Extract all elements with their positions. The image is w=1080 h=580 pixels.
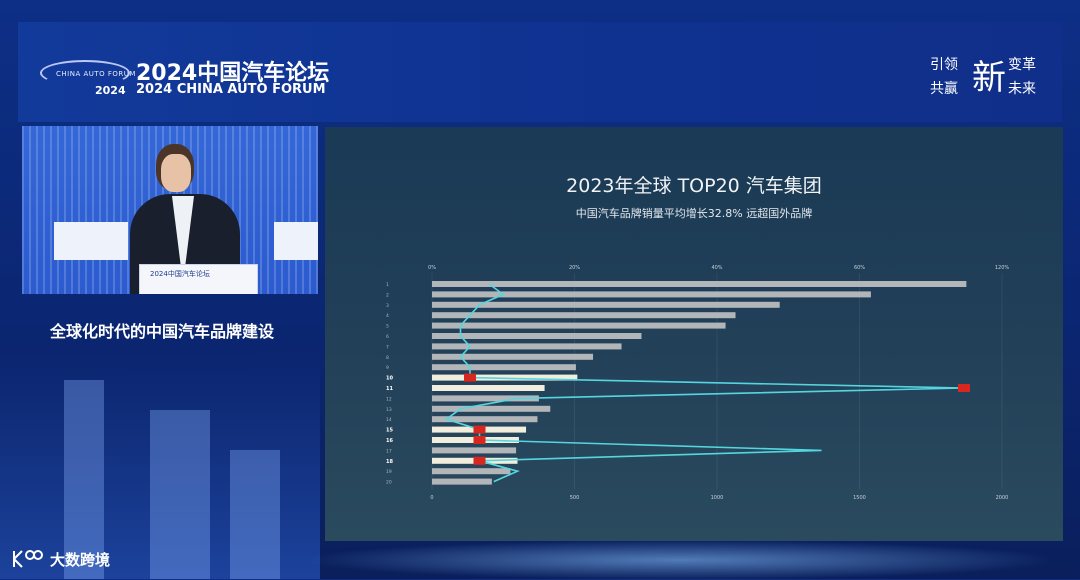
bar <box>432 281 967 287</box>
bar <box>432 478 492 485</box>
chinese-brand-marker <box>473 436 486 444</box>
bar <box>432 405 551 412</box>
forum-logo-icon <box>40 60 130 86</box>
city-skyline-graphic <box>0 350 320 579</box>
category-label: 10 <box>386 376 393 382</box>
bar <box>432 333 642 339</box>
forum-logo-text: CHINA AUTO FORUM <box>56 70 136 78</box>
chinese-brand-marker <box>473 456 486 465</box>
bottom-axis-tick: 0 <box>430 495 433 501</box>
bottom-axis-tick: 1000 <box>711 495 724 501</box>
top-axis-tick: 60% <box>854 265 865 271</box>
bar <box>432 353 594 360</box>
slogan-lead-1: 引领 <box>930 57 958 73</box>
category-label: 1 <box>386 282 389 288</box>
stage-glow <box>300 540 1060 580</box>
bar <box>432 312 736 319</box>
forum-slogan: 引领 新 变革 共赢 未来 <box>930 50 1050 100</box>
slogan-trail-1: 变革 <box>1008 57 1036 73</box>
podium: 2024中国汽车论坛 <box>139 264 258 294</box>
category-label: 3 <box>386 303 389 309</box>
forum-logo-year: 2024 <box>95 84 126 97</box>
bar <box>432 322 726 329</box>
bar <box>432 416 538 423</box>
category-label: 9 <box>386 365 389 371</box>
bottom-axis-tick: 500 <box>570 495 580 501</box>
bottom-axis-tick: 1500 <box>853 495 866 501</box>
category-label: 6 <box>386 334 389 340</box>
category-label: 8 <box>386 355 389 361</box>
category-label: 15 <box>386 428 393 434</box>
forum-title-en: 2024 CHINA AUTO FORUM <box>136 82 326 97</box>
top-axis-tick: 0% <box>428 265 436 271</box>
forum-title-cn: 2024中国汽车论坛 <box>136 61 330 86</box>
bar <box>432 468 511 475</box>
category-label: 18 <box>386 459 393 465</box>
category-label: 13 <box>386 407 392 413</box>
category-label: 19 <box>386 469 392 475</box>
forum-header-band <box>18 22 1062 122</box>
chinese-brand-marker <box>464 373 476 382</box>
slogan-lead-2: 共赢 <box>930 81 958 97</box>
speaker-video-panel: 2024中国汽车论坛 <box>22 126 318 294</box>
category-label: 14 <box>386 417 392 423</box>
category-label: 7 <box>386 344 389 350</box>
category-label: 12 <box>386 396 392 402</box>
category-label: 16 <box>386 438 393 444</box>
bar <box>432 447 517 454</box>
slogan-trail-2: 未来 <box>1008 81 1036 97</box>
bottom-axis-tick: 2000 <box>996 495 1009 501</box>
chinese-brand-marker <box>473 425 486 434</box>
podium-label: 2024中国汽车论坛 <box>150 270 210 278</box>
speaker-face <box>161 154 191 192</box>
category-label: 11 <box>386 386 393 392</box>
talk-title: 全球化时代的中国汽车品牌建设 <box>50 322 275 341</box>
sponsor-logo-left <box>54 222 128 260</box>
tower-1 <box>64 380 104 579</box>
watermark-text: 大数跨境 <box>50 551 111 569</box>
sponsor-logo-right <box>274 222 318 260</box>
slogan-center-character: 新 <box>972 58 1006 98</box>
category-label: 20 <box>386 480 392 486</box>
bar <box>432 385 545 391</box>
category-label: 2 <box>386 292 389 298</box>
bar <box>432 291 871 298</box>
bar <box>432 395 539 402</box>
top-axis-tick: 20% <box>569 265 580 271</box>
tower-3 <box>230 450 280 579</box>
chinese-brand-marker <box>958 384 970 392</box>
watermark-logo-icon <box>13 550 43 568</box>
category-label: 4 <box>386 313 389 319</box>
bar <box>432 343 622 350</box>
growth-rate-line <box>444 283 965 483</box>
category-label: 5 <box>386 324 389 330</box>
tower-2 <box>150 410 210 579</box>
top20-groups-chart: 0% 20% 40% 60% 120%0 500 1000 1500 2000123456789… <box>386 265 1010 501</box>
bar <box>432 301 780 308</box>
top-axis-tick: 120% <box>995 265 1010 271</box>
category-label: 17 <box>386 448 392 454</box>
top-axis-tick: 40% <box>711 265 722 271</box>
bar <box>432 364 576 371</box>
chart-subtitle: 中国汽车品牌销量平均增长32.8% 远超国外品牌 <box>575 207 813 220</box>
chart-title: 2023年全球 TOP20 汽车集团 <box>566 175 822 197</box>
